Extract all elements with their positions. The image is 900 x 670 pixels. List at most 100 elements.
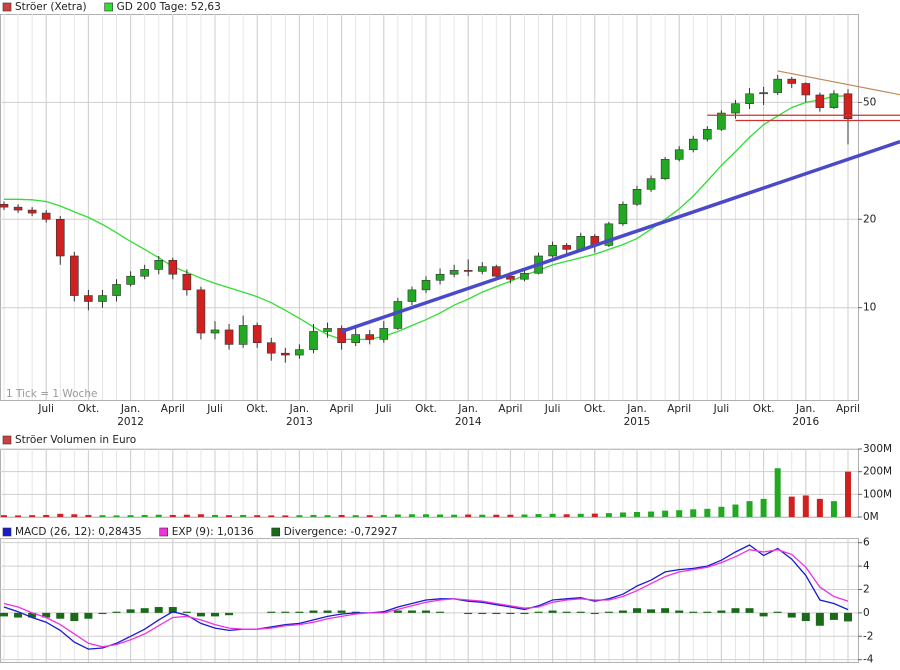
volume-bar	[802, 495, 809, 517]
volume-bar	[380, 514, 387, 517]
legend-label: Ströer (Xetra)	[15, 1, 87, 13]
candle-body	[731, 103, 740, 114]
candle-body	[435, 273, 445, 281]
histogram-bar	[309, 610, 318, 613]
candle-body	[337, 328, 346, 344]
histogram-bar	[829, 612, 838, 620]
x-tick-label: Jan.	[289, 403, 310, 415]
volume-bar	[197, 514, 204, 517]
volume-bar	[366, 515, 373, 517]
x-year-label: 2012	[117, 416, 144, 428]
volume-bar	[535, 514, 542, 517]
legend-label: GD 200 Tage: 52,63	[117, 1, 221, 13]
plot-area	[0, 449, 859, 518]
x-tick-label: April	[498, 403, 522, 415]
volume-bar	[141, 514, 148, 517]
volume-bar	[324, 515, 331, 517]
x-tick-label: April	[161, 403, 185, 415]
volume-bar	[788, 496, 795, 517]
candle-body	[703, 128, 712, 140]
volume-bar	[563, 514, 570, 517]
histogram-bar	[647, 609, 656, 613]
volume-bar	[676, 510, 683, 517]
candle-body	[126, 275, 135, 285]
candle-body	[70, 255, 79, 296]
histogram-bar	[281, 611, 290, 613]
histogram-bar	[703, 611, 712, 613]
x-tick-label: Juli	[713, 403, 730, 415]
candle-body	[843, 93, 853, 120]
x-tick-label: Okt.	[753, 403, 775, 415]
histogram-bar	[464, 612, 473, 615]
volume-bar	[394, 514, 401, 517]
y-tick-label: -4	[863, 654, 874, 666]
histogram-bar	[675, 610, 684, 613]
histogram-bar	[56, 612, 65, 619]
y-tick-label: 300M	[863, 443, 892, 455]
candle-body	[154, 260, 164, 270]
legend-label: EXP (9): 1,0136	[172, 526, 254, 538]
histogram-bar	[801, 612, 810, 622]
volume-bar	[704, 508, 711, 517]
volume-bar	[155, 514, 162, 517]
histogram-bar	[548, 610, 557, 613]
volume-bar	[352, 515, 359, 517]
histogram-bar	[267, 611, 276, 613]
volume-bar	[662, 510, 669, 517]
volume-bar	[437, 514, 444, 517]
volume-bar	[113, 515, 120, 517]
histogram-bar	[478, 612, 487, 615]
x-tick-label: Juli	[375, 403, 392, 415]
volume-bar	[577, 513, 584, 517]
volume-bar	[648, 511, 655, 517]
candle-body	[477, 266, 487, 272]
candle-body	[238, 325, 248, 345]
histogram-bar	[182, 611, 191, 613]
histogram-bar	[393, 610, 402, 613]
histogram-bar	[168, 607, 177, 613]
x-tick-label: Jan.	[795, 403, 816, 415]
legend-swatch	[2, 527, 12, 537]
candle-body	[13, 206, 23, 211]
volume-bar	[282, 515, 289, 517]
volume-bar	[169, 514, 176, 517]
candle-body	[492, 266, 501, 277]
candle-body	[98, 295, 107, 302]
histogram-bar	[14, 612, 23, 618]
histogram-bar	[154, 607, 163, 613]
candle-body	[365, 334, 375, 340]
volume-bar	[549, 513, 556, 517]
candle-body	[168, 260, 178, 275]
y-tick-label: 0	[863, 607, 870, 619]
volume-bar	[183, 514, 190, 517]
histogram-bar	[633, 608, 641, 613]
candle-body	[646, 178, 656, 190]
volume-bar	[732, 504, 739, 517]
candle-body	[801, 83, 811, 96]
candle-body	[0, 203, 9, 208]
y-tick-label: 100M	[863, 488, 892, 500]
volume-bar	[1, 515, 7, 517]
histogram-bar	[618, 610, 627, 613]
volume-bar	[760, 498, 767, 517]
volume-bar	[451, 514, 458, 517]
histogram-bar	[42, 612, 51, 618]
volume-bar	[268, 515, 275, 517]
candle-body	[41, 212, 51, 220]
candle-body	[815, 94, 825, 108]
legend-swatch	[104, 2, 113, 12]
histogram-bar	[323, 610, 332, 613]
histogram-bar	[731, 608, 740, 613]
indicator-line	[3, 549, 849, 648]
candle-body	[407, 289, 417, 302]
x-tick-label: April	[667, 403, 691, 415]
histogram-bar	[126, 609, 135, 613]
histogram-bar	[84, 612, 93, 619]
volume-bar	[57, 513, 64, 517]
candle-body	[745, 93, 754, 104]
y-tick-label: -2	[863, 630, 873, 642]
candle-body	[266, 342, 276, 354]
histogram-bar	[534, 611, 543, 613]
legend-swatch	[271, 527, 281, 537]
histogram-bar	[745, 608, 754, 613]
